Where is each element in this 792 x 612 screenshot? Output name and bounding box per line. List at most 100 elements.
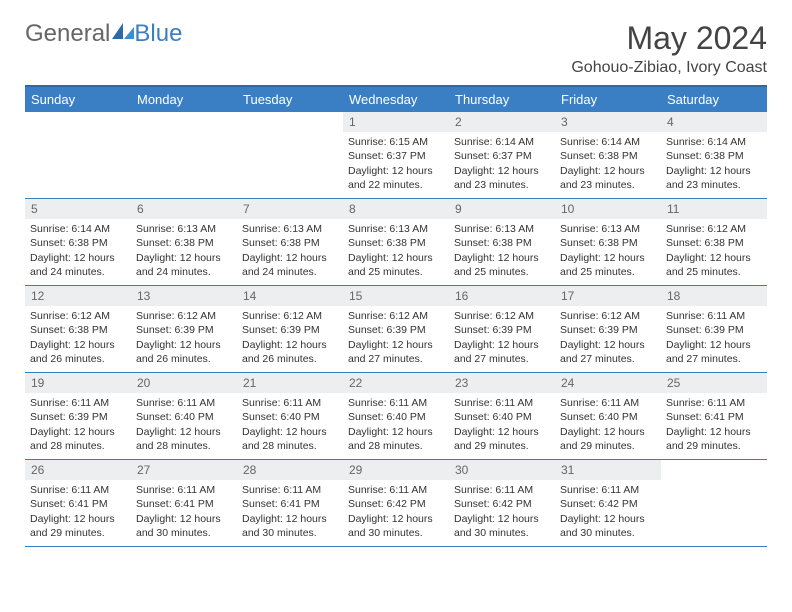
day-cell: 9Sunrise: 6:13 AMSunset: 6:38 PMDaylight… [449, 199, 555, 286]
day-number: 16 [449, 286, 555, 306]
day-header: Monday [131, 86, 237, 112]
day-cell: 13Sunrise: 6:12 AMSunset: 6:39 PMDayligh… [131, 286, 237, 373]
day-content: Sunrise: 6:14 AMSunset: 6:38 PMDaylight:… [661, 132, 767, 196]
day-content: Sunrise: 6:12 AMSunset: 6:39 PMDaylight:… [555, 306, 661, 370]
day-cell: 6Sunrise: 6:13 AMSunset: 6:38 PMDaylight… [131, 199, 237, 286]
day-cell: 5Sunrise: 6:14 AMSunset: 6:38 PMDaylight… [25, 199, 131, 286]
day-cell: 4Sunrise: 6:14 AMSunset: 6:38 PMDaylight… [661, 112, 767, 199]
day-cell: 16Sunrise: 6:12 AMSunset: 6:39 PMDayligh… [449, 286, 555, 373]
day-header: Thursday [449, 86, 555, 112]
day-number: 2 [449, 112, 555, 132]
day-cell: 15Sunrise: 6:12 AMSunset: 6:39 PMDayligh… [343, 286, 449, 373]
day-number: 23 [449, 373, 555, 393]
day-number: 19 [25, 373, 131, 393]
day-number: 8 [343, 199, 449, 219]
day-number: 25 [661, 373, 767, 393]
day-number: 12 [25, 286, 131, 306]
day-number: 22 [343, 373, 449, 393]
day-content: Sunrise: 6:14 AMSunset: 6:37 PMDaylight:… [449, 132, 555, 196]
calendar-head: SundayMondayTuesdayWednesdayThursdayFrid… [25, 86, 767, 112]
day-cell: 23Sunrise: 6:11 AMSunset: 6:40 PMDayligh… [449, 373, 555, 460]
day-cell: 26Sunrise: 6:11 AMSunset: 6:41 PMDayligh… [25, 460, 131, 547]
brand-part1: General [25, 20, 110, 48]
day-number: 10 [555, 199, 661, 219]
day-number: 3 [555, 112, 661, 132]
day-content: Sunrise: 6:11 AMSunset: 6:40 PMDaylight:… [237, 393, 343, 457]
day-cell: 22Sunrise: 6:11 AMSunset: 6:40 PMDayligh… [343, 373, 449, 460]
day-number: 5 [25, 199, 131, 219]
day-header: Tuesday [237, 86, 343, 112]
day-number: 11 [661, 199, 767, 219]
day-cell: 30Sunrise: 6:11 AMSunset: 6:42 PMDayligh… [449, 460, 555, 547]
day-number: 4 [661, 112, 767, 132]
day-content: Sunrise: 6:14 AMSunset: 6:38 PMDaylight:… [555, 132, 661, 196]
day-header: Friday [555, 86, 661, 112]
day-number: 1 [343, 112, 449, 132]
location: Gohouo-Zibiao, Ivory Coast [571, 59, 767, 77]
day-number: 9 [449, 199, 555, 219]
day-content: Sunrise: 6:13 AMSunset: 6:38 PMDaylight:… [555, 219, 661, 283]
day-content: Sunrise: 6:13 AMSunset: 6:38 PMDaylight:… [343, 219, 449, 283]
day-number: 28 [237, 460, 343, 480]
day-number: 14 [237, 286, 343, 306]
day-number: 30 [449, 460, 555, 480]
day-content: Sunrise: 6:12 AMSunset: 6:39 PMDaylight:… [237, 306, 343, 370]
brand-logo: General Blue [25, 20, 182, 48]
day-number: 31 [555, 460, 661, 480]
day-number: 26 [25, 460, 131, 480]
day-number: 15 [343, 286, 449, 306]
day-number: 24 [555, 373, 661, 393]
day-content: Sunrise: 6:11 AMSunset: 6:40 PMDaylight:… [449, 393, 555, 457]
day-content: Sunrise: 6:11 AMSunset: 6:42 PMDaylight:… [343, 480, 449, 544]
logo-sail-icon [112, 20, 134, 48]
day-cell: 19Sunrise: 6:11 AMSunset: 6:39 PMDayligh… [25, 373, 131, 460]
day-content: Sunrise: 6:11 AMSunset: 6:40 PMDaylight:… [555, 393, 661, 457]
day-content: Sunrise: 6:12 AMSunset: 6:39 PMDaylight:… [449, 306, 555, 370]
day-cell: 31Sunrise: 6:11 AMSunset: 6:42 PMDayligh… [555, 460, 661, 547]
day-content: Sunrise: 6:12 AMSunset: 6:38 PMDaylight:… [25, 306, 131, 370]
day-number: 29 [343, 460, 449, 480]
empty-cell [237, 112, 343, 199]
day-content: Sunrise: 6:13 AMSunset: 6:38 PMDaylight:… [449, 219, 555, 283]
day-content: Sunrise: 6:11 AMSunset: 6:39 PMDaylight:… [661, 306, 767, 370]
day-cell: 12Sunrise: 6:12 AMSunset: 6:38 PMDayligh… [25, 286, 131, 373]
day-content: Sunrise: 6:15 AMSunset: 6:37 PMDaylight:… [343, 132, 449, 196]
day-content: Sunrise: 6:13 AMSunset: 6:38 PMDaylight:… [237, 219, 343, 283]
day-cell: 17Sunrise: 6:12 AMSunset: 6:39 PMDayligh… [555, 286, 661, 373]
day-cell: 20Sunrise: 6:11 AMSunset: 6:40 PMDayligh… [131, 373, 237, 460]
day-cell: 14Sunrise: 6:12 AMSunset: 6:39 PMDayligh… [237, 286, 343, 373]
day-content: Sunrise: 6:11 AMSunset: 6:41 PMDaylight:… [25, 480, 131, 544]
day-header: Sunday [25, 86, 131, 112]
day-number: 6 [131, 199, 237, 219]
day-number: 7 [237, 199, 343, 219]
day-header: Wednesday [343, 86, 449, 112]
header: General Blue May 2024 Gohouo-Zibiao, Ivo… [25, 20, 767, 77]
day-content: Sunrise: 6:12 AMSunset: 6:39 PMDaylight:… [343, 306, 449, 370]
day-cell: 8Sunrise: 6:13 AMSunset: 6:38 PMDaylight… [343, 199, 449, 286]
day-cell: 29Sunrise: 6:11 AMSunset: 6:42 PMDayligh… [343, 460, 449, 547]
day-content: Sunrise: 6:11 AMSunset: 6:41 PMDaylight:… [661, 393, 767, 457]
day-number: 27 [131, 460, 237, 480]
day-number: 17 [555, 286, 661, 306]
empty-cell [25, 112, 131, 199]
brand-part2: Blue [134, 20, 182, 48]
empty-cell [661, 460, 767, 547]
day-cell: 2Sunrise: 6:14 AMSunset: 6:37 PMDaylight… [449, 112, 555, 199]
day-cell: 25Sunrise: 6:11 AMSunset: 6:41 PMDayligh… [661, 373, 767, 460]
day-number: 13 [131, 286, 237, 306]
day-number: 18 [661, 286, 767, 306]
day-cell: 24Sunrise: 6:11 AMSunset: 6:40 PMDayligh… [555, 373, 661, 460]
day-content: Sunrise: 6:11 AMSunset: 6:39 PMDaylight:… [25, 393, 131, 457]
day-content: Sunrise: 6:11 AMSunset: 6:42 PMDaylight:… [449, 480, 555, 544]
day-content: Sunrise: 6:14 AMSunset: 6:38 PMDaylight:… [25, 219, 131, 283]
title-block: May 2024 Gohouo-Zibiao, Ivory Coast [571, 20, 767, 77]
day-cell: 7Sunrise: 6:13 AMSunset: 6:38 PMDaylight… [237, 199, 343, 286]
day-content: Sunrise: 6:12 AMSunset: 6:38 PMDaylight:… [661, 219, 767, 283]
day-cell: 18Sunrise: 6:11 AMSunset: 6:39 PMDayligh… [661, 286, 767, 373]
empty-cell [131, 112, 237, 199]
month-title: May 2024 [571, 20, 767, 57]
day-cell: 3Sunrise: 6:14 AMSunset: 6:38 PMDaylight… [555, 112, 661, 199]
day-cell: 1Sunrise: 6:15 AMSunset: 6:37 PMDaylight… [343, 112, 449, 199]
day-cell: 27Sunrise: 6:11 AMSunset: 6:41 PMDayligh… [131, 460, 237, 547]
day-number: 21 [237, 373, 343, 393]
